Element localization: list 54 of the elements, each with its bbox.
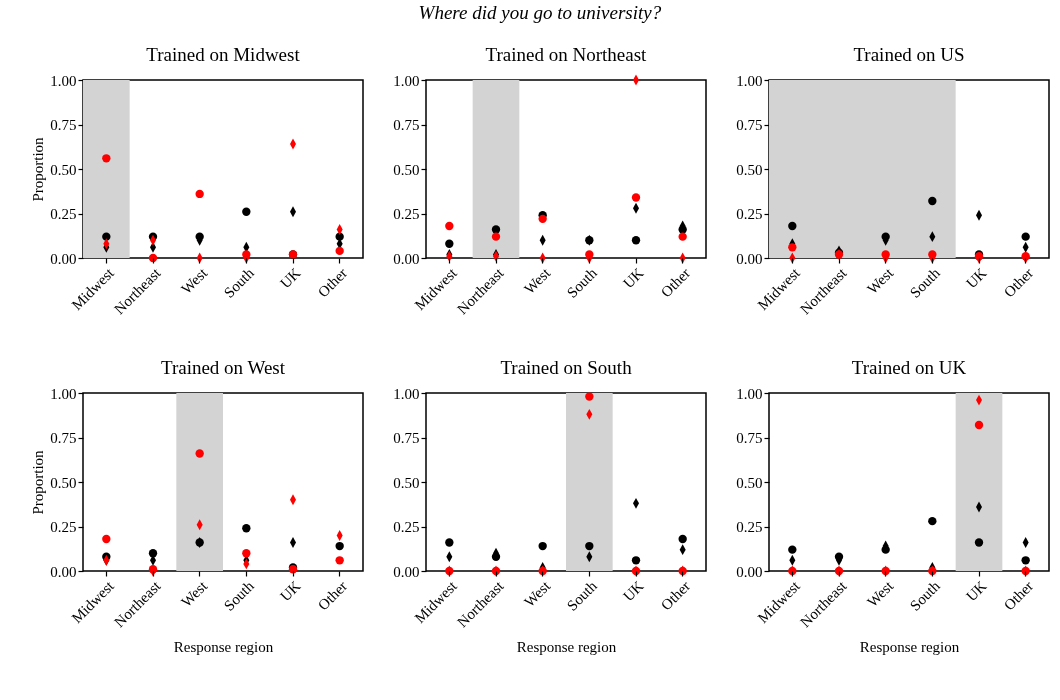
y-tick-label: 0.25 <box>393 519 420 535</box>
y-tick-label: 0.25 <box>50 519 77 535</box>
y-tick-label: 0.00 <box>736 563 763 580</box>
y-tick-label: 0.50 <box>736 474 763 491</box>
x-tick-label: UK <box>962 264 990 292</box>
x-tick-label: West <box>178 264 211 298</box>
x-axis-title: Response region <box>859 639 960 656</box>
y-tick-label: 1.00 <box>736 385 763 402</box>
y-tick-label: 0.50 <box>393 161 420 178</box>
chart-title: Trained on Midwest <box>146 44 301 65</box>
y-tick-label: 0.50 <box>736 161 763 178</box>
y-tick-label: 0.25 <box>736 206 763 222</box>
chart-title: Trained on UK <box>851 357 967 378</box>
y-tick-label: 0.75 <box>50 430 77 446</box>
x-tick-label: West <box>178 577 211 611</box>
x-axis-title: Response region <box>173 639 274 656</box>
y-tick-label: 0.50 <box>50 474 77 491</box>
chart-title: Trained on Northeast <box>485 44 648 65</box>
x-tick-label: West <box>864 577 897 611</box>
y-tick-label: 0.75 <box>393 430 420 446</box>
y-tick-label: 0.75 <box>50 117 77 133</box>
chart-title: Trained on US <box>853 44 965 65</box>
y-tick-label: 0.25 <box>393 206 420 222</box>
y-tick-label: 0.75 <box>736 117 763 133</box>
y-tick-label: 0.00 <box>50 563 77 580</box>
y-tick-label: 0.00 <box>393 563 420 580</box>
y-tick-label: 0.75 <box>736 430 763 446</box>
chart-title: Trained on West <box>160 357 286 378</box>
y-axis-title: Proportion <box>30 136 47 202</box>
x-tick-label: West <box>521 577 554 611</box>
chart-title: Trained on South <box>500 357 633 378</box>
x-axis-title: Response region <box>516 639 617 656</box>
y-tick-label: 1.00 <box>736 72 763 89</box>
x-tick-label: UK <box>276 577 304 605</box>
y-tick-label: 1.00 <box>50 385 77 402</box>
y-tick-label: 0.25 <box>50 206 77 222</box>
text: Where did you go to university? <box>418 2 662 24</box>
x-tick-label: West <box>864 264 897 298</box>
x-tick-label: UK <box>962 577 990 605</box>
y-tick-label: 0.50 <box>50 161 77 178</box>
y-tick-label: 0.00 <box>50 250 77 267</box>
y-tick-label: 0.00 <box>393 250 420 267</box>
y-tick-label: 1.00 <box>393 385 420 402</box>
y-tick-label: 1.00 <box>50 72 77 89</box>
x-tick-label: West <box>521 264 554 298</box>
y-tick-label: 0.25 <box>736 519 763 535</box>
x-tick-label: UK <box>276 264 304 292</box>
y-tick-label: 1.00 <box>393 72 420 89</box>
y-tick-label: 0.00 <box>736 250 763 267</box>
x-tick-label: UK <box>619 577 647 605</box>
y-tick-label: 0.50 <box>393 474 420 491</box>
x-tick-label: UK <box>619 264 647 292</box>
y-axis-title: Proportion <box>30 449 47 515</box>
y-tick-label: 0.75 <box>393 117 420 133</box>
